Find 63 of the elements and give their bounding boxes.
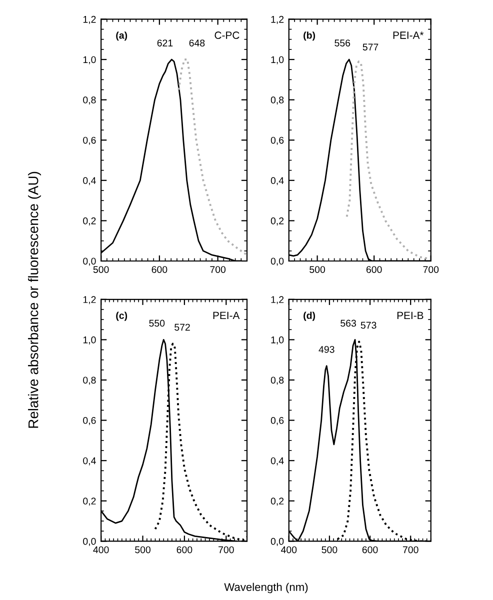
x-tick-label: 400 bbox=[281, 546, 297, 554]
annotation: 573 bbox=[360, 322, 376, 329]
y-tick-label: 0,4 bbox=[270, 177, 284, 186]
y-tick-label: 0,4 bbox=[270, 457, 284, 466]
x-tick-label: 600 bbox=[366, 266, 382, 273]
text: C-PC bbox=[214, 32, 240, 39]
y-tick-label: 0,8 bbox=[83, 96, 96, 105]
annotation: (a) bbox=[116, 32, 128, 41]
y-tick-label: 1,0 bbox=[83, 336, 96, 344]
x-tick-label: 600 bbox=[176, 546, 192, 554]
annotation: 648 bbox=[189, 40, 205, 46]
line-series bbox=[346, 60, 431, 260]
annotation: (c) bbox=[116, 312, 128, 321]
x-tick-label: 600 bbox=[152, 266, 168, 273]
annotation: 577 bbox=[362, 44, 378, 50]
y-tick-label: 1,2 bbox=[83, 16, 96, 24]
y-tick-label: 0,4 bbox=[83, 177, 96, 186]
y-tick-label: 0,0 bbox=[270, 258, 284, 266]
x-tick-label: 500 bbox=[322, 546, 338, 554]
annotation: 550 bbox=[149, 320, 165, 327]
x-tick-label: 700 bbox=[423, 266, 439, 273]
annotation: (b) bbox=[304, 32, 316, 41]
y-tick-label: 1,0 bbox=[271, 56, 284, 64]
x-tick-label: 500 bbox=[135, 546, 150, 554]
x-tick-label: 400 bbox=[93, 546, 109, 554]
y-tick-label: 0,0 bbox=[270, 538, 284, 546]
line-series bbox=[178, 58, 247, 256]
y-tick-label: 1,2 bbox=[83, 296, 96, 304]
x-tick-label: 700 bbox=[218, 546, 234, 554]
y-tick-label: 0,6 bbox=[270, 136, 284, 145]
y-tick-label: 0,4 bbox=[83, 457, 96, 466]
y-tick-label: 1,0 bbox=[271, 336, 284, 344]
y-tick-label: 0,8 bbox=[270, 376, 284, 385]
x-tick-label: 500 bbox=[310, 266, 326, 273]
annotation: 556 bbox=[334, 40, 350, 46]
text: PEI-A bbox=[213, 312, 240, 320]
y-tick-label: 0,2 bbox=[270, 498, 284, 506]
y-tick-label: 0,6 bbox=[83, 417, 96, 426]
x-tick-label: 700 bbox=[210, 266, 226, 273]
annotation: 572 bbox=[174, 324, 190, 331]
x-tick-label: 500 bbox=[93, 266, 109, 273]
annotation: 621 bbox=[157, 40, 173, 46]
y-tick-label: 0,2 bbox=[83, 498, 96, 506]
annotation: 563 bbox=[340, 320, 356, 327]
y-tick-label: 0,8 bbox=[83, 376, 96, 385]
text: PEI-A* bbox=[393, 32, 424, 39]
y-tick-label: 0,0 bbox=[83, 258, 96, 266]
y-tick-label: 0,2 bbox=[83, 217, 96, 226]
y-tick-label: 0,0 bbox=[83, 538, 96, 546]
y-axis-title: Relative absorbance or fluorescence (AU) bbox=[28, 172, 41, 428]
x-tick-label: 700 bbox=[402, 546, 418, 554]
y-tick-label: 0,8 bbox=[270, 96, 284, 105]
text: PEI-B bbox=[397, 312, 424, 320]
x-axis-title: Wavelength (nm) bbox=[224, 582, 308, 594]
y-tick-label: 0,6 bbox=[83, 136, 96, 145]
y-tick-label: 0,6 bbox=[270, 417, 284, 426]
annotation: 493 bbox=[318, 346, 334, 353]
y-tick-label: 0,2 bbox=[270, 217, 284, 226]
y-tick-label: 1,2 bbox=[271, 296, 284, 304]
y-tick-label: 1,0 bbox=[83, 56, 96, 64]
x-tick-label: 600 bbox=[362, 546, 378, 554]
annotation: (d) bbox=[304, 312, 316, 321]
y-tick-label: 1,2 bbox=[271, 16, 284, 24]
